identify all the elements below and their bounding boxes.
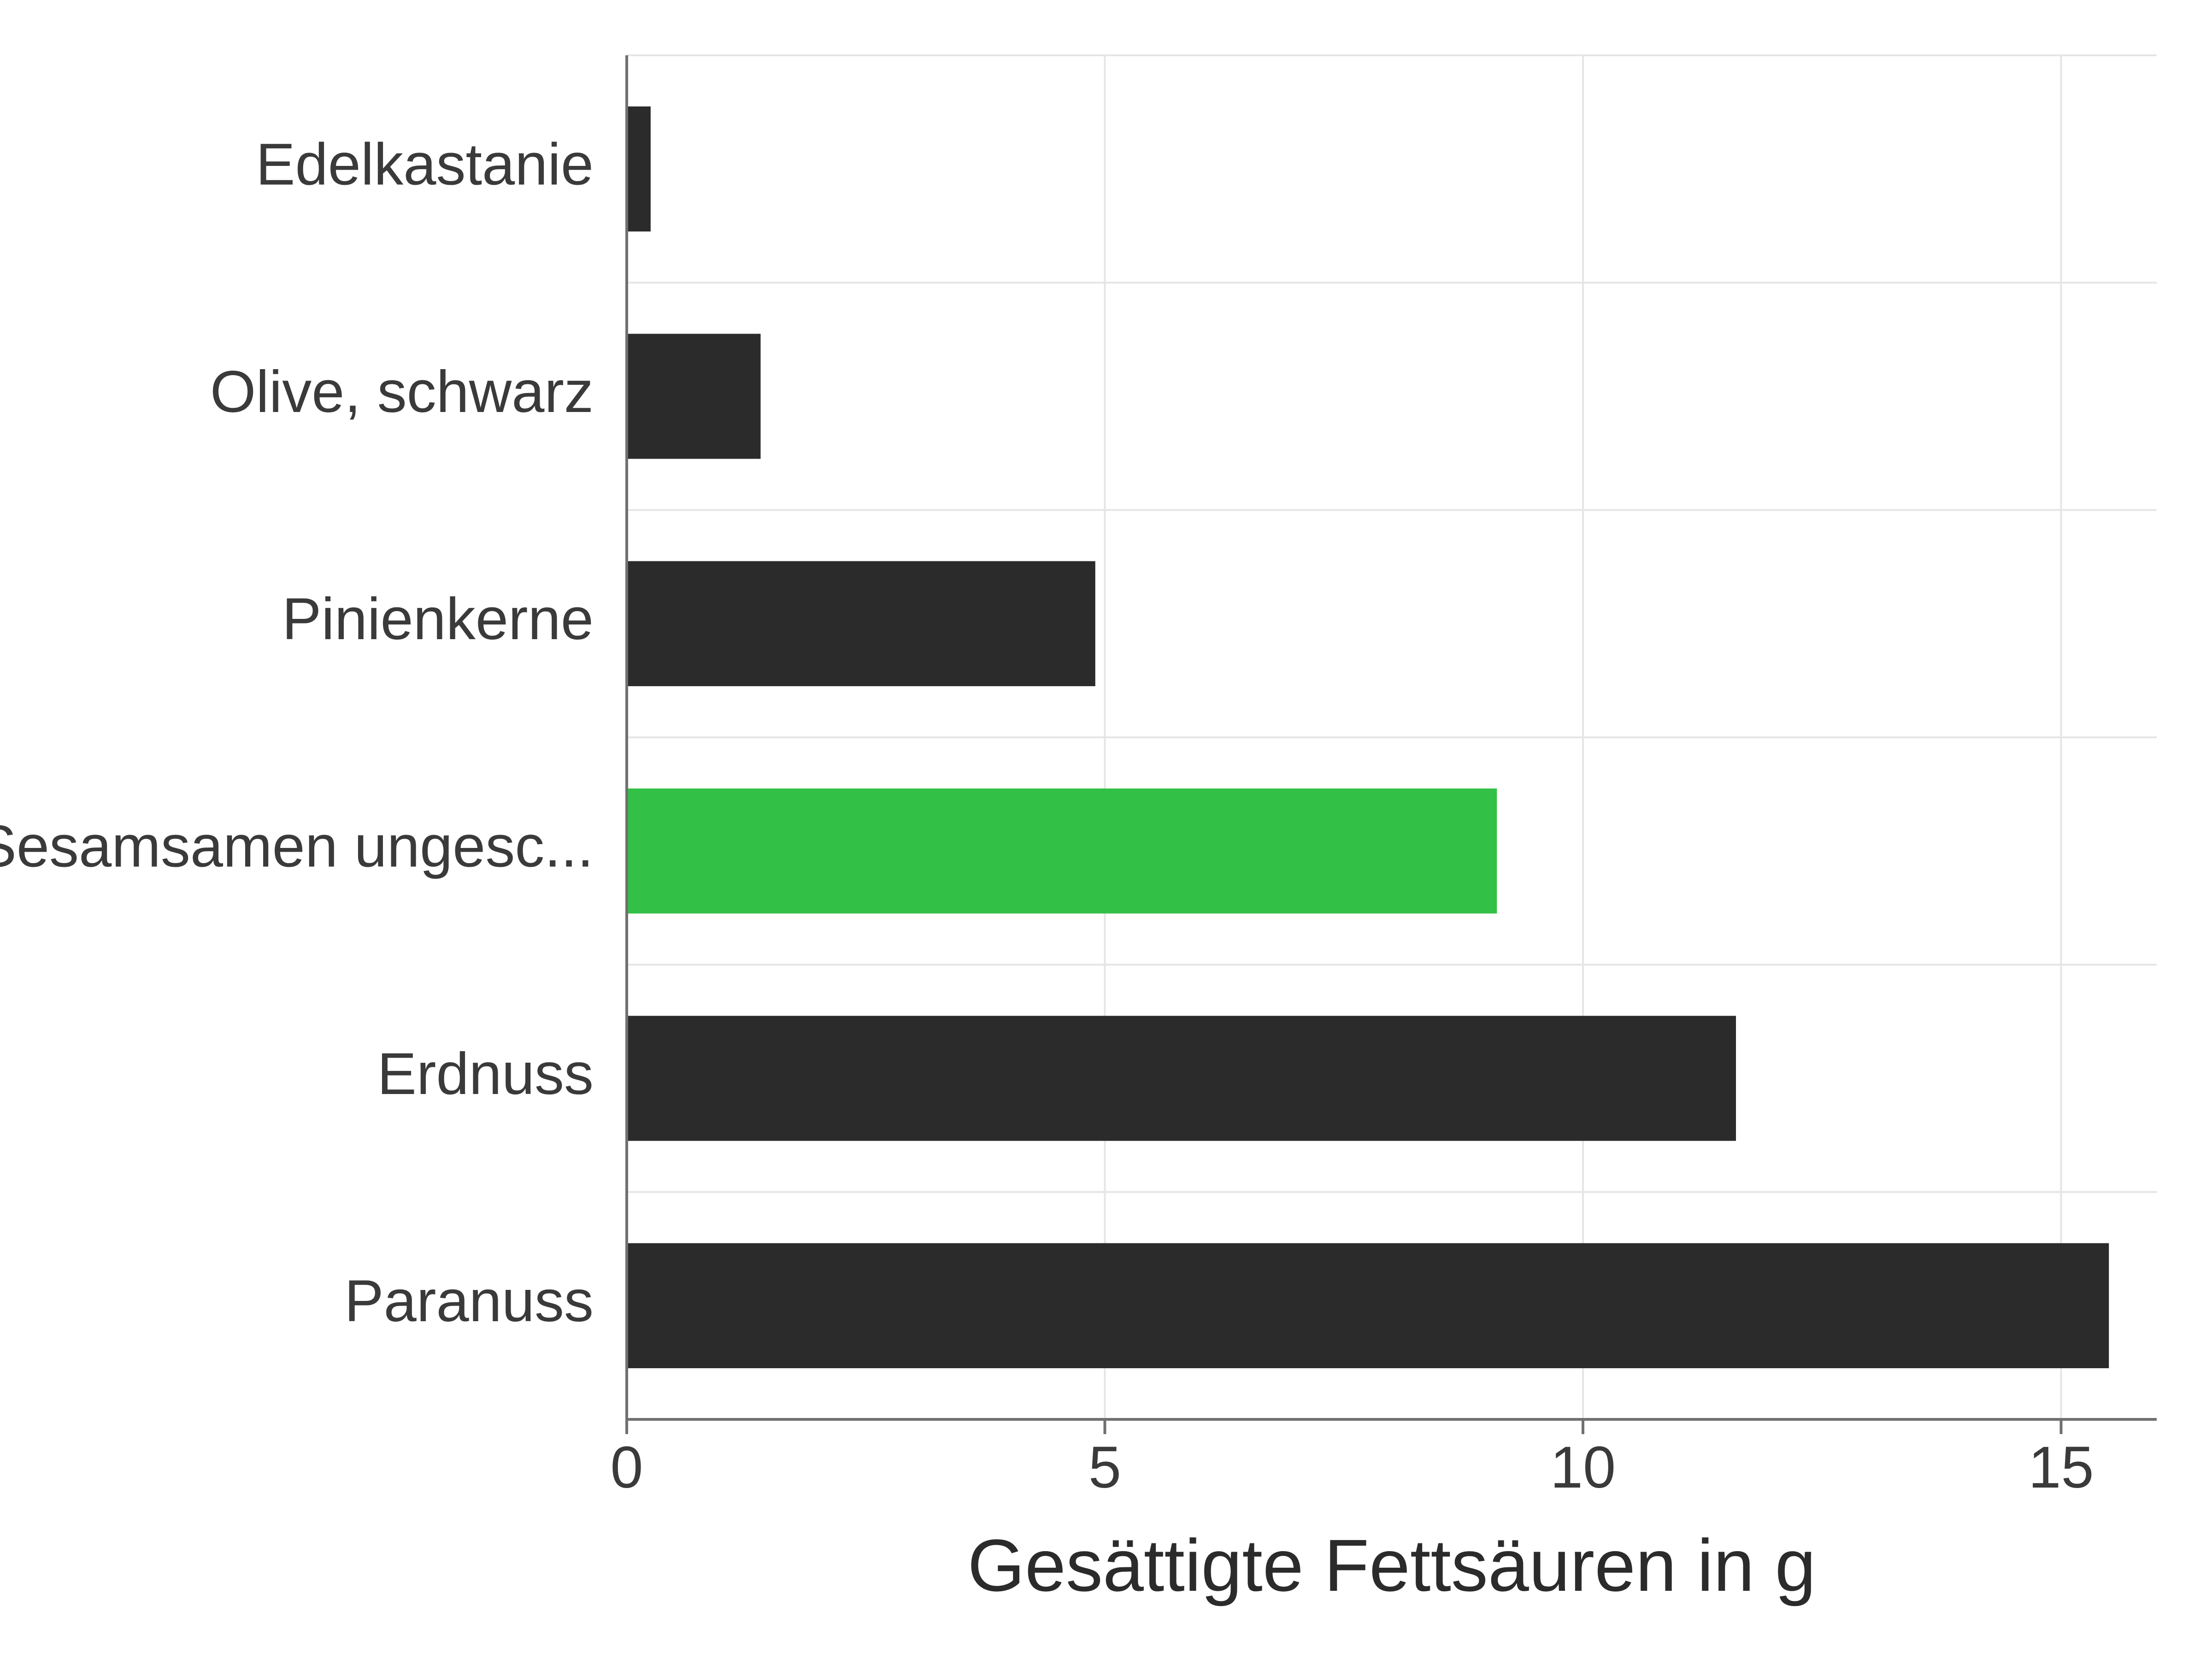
x-tick-label: 15 xyxy=(2028,1435,2094,1500)
y-tick-label: Erdnuss xyxy=(377,1041,594,1107)
chart-container: Edelkastanie Olive, schwarz Pinienkerne Ses… xyxy=(0,0,2212,1659)
y-tick-label: Edelkastanie xyxy=(256,131,594,197)
x-tick-label: 0 xyxy=(610,1435,643,1500)
bar xyxy=(627,788,1497,913)
x-axis-title: Gesättigte Fettsäuren in g xyxy=(967,1524,1816,1606)
y-tick-label: Paranuss xyxy=(344,1268,594,1334)
bar-chart: Edelkastanie Olive, schwarz Pinienkerne Ses… xyxy=(0,0,2212,1659)
bar xyxy=(627,561,1095,686)
x-tick-label: 10 xyxy=(1550,1435,1616,1500)
y-tick-label: Olive, schwarz xyxy=(210,359,594,425)
bar xyxy=(627,1243,2109,1368)
y-tick-label: Pinienkerne xyxy=(282,586,594,652)
bar xyxy=(627,1016,1736,1141)
bar xyxy=(627,106,651,231)
bar xyxy=(627,334,761,459)
y-tick-label: Sesamsamen ungesc... xyxy=(0,813,594,879)
x-tick-label: 5 xyxy=(1088,1435,1121,1500)
